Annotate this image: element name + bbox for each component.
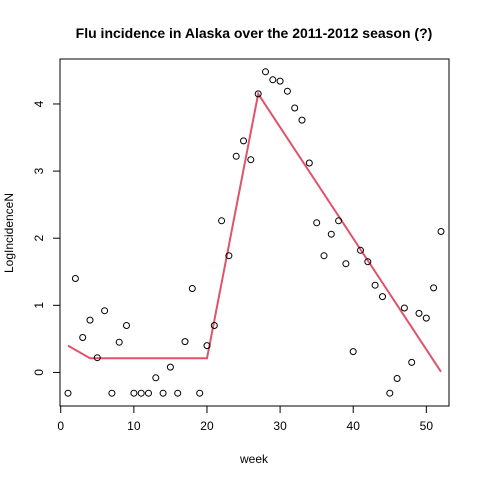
data-point bbox=[422, 314, 430, 322]
data-point bbox=[415, 309, 423, 317]
x-tick-label: 30 bbox=[273, 419, 287, 433]
data-point bbox=[247, 156, 255, 164]
data-point bbox=[430, 284, 438, 292]
data-point bbox=[86, 316, 94, 324]
data-point bbox=[320, 252, 328, 260]
y-tick-label: 2 bbox=[32, 235, 46, 242]
data-point bbox=[232, 152, 240, 160]
data-point bbox=[218, 217, 226, 225]
data-point bbox=[174, 389, 182, 397]
data-point bbox=[240, 137, 247, 145]
data-point bbox=[371, 281, 379, 289]
x-tick-label: 40 bbox=[347, 419, 361, 433]
fit-line bbox=[67, 91, 442, 373]
data-point bbox=[159, 389, 167, 397]
data-point bbox=[327, 230, 335, 238]
data-point bbox=[188, 285, 196, 292]
y-axis-label: LogIncidenceN bbox=[2, 193, 16, 273]
data-point bbox=[335, 217, 343, 225]
data-point bbox=[379, 293, 386, 301]
y-tick-label: 3 bbox=[32, 167, 46, 174]
data-point bbox=[393, 375, 401, 382]
data-point bbox=[64, 389, 72, 397]
y-tick-label: 1 bbox=[32, 302, 46, 309]
data-point bbox=[145, 389, 152, 397]
data-point bbox=[108, 389, 116, 397]
data-point bbox=[342, 260, 350, 268]
data-point bbox=[79, 334, 87, 341]
data-point bbox=[210, 322, 218, 329]
data-points bbox=[64, 68, 445, 397]
data-point bbox=[93, 354, 101, 362]
y-axis: 0 1 2 3 4 bbox=[32, 100, 61, 376]
x-axis: 0 10 20 30 40 50 bbox=[57, 405, 434, 433]
data-point bbox=[181, 338, 189, 346]
data-point bbox=[357, 246, 364, 254]
data-point bbox=[298, 116, 306, 124]
data-point bbox=[254, 90, 262, 98]
data-point bbox=[101, 307, 109, 315]
data-point bbox=[291, 104, 299, 112]
data-point bbox=[152, 374, 160, 382]
data-point bbox=[196, 389, 204, 397]
data-point bbox=[269, 76, 277, 84]
y-tick-label: 0 bbox=[32, 369, 46, 376]
data-point bbox=[276, 77, 284, 85]
y-tick-label: 4 bbox=[32, 100, 46, 107]
data-point bbox=[305, 159, 313, 167]
data-point bbox=[203, 342, 211, 350]
data-point bbox=[123, 322, 130, 329]
data-point bbox=[349, 348, 357, 356]
data-point bbox=[137, 389, 145, 397]
data-point bbox=[166, 363, 174, 371]
x-tick-label: 10 bbox=[127, 419, 141, 433]
x-tick-label: 0 bbox=[57, 419, 64, 433]
data-point bbox=[364, 258, 372, 266]
chart-title: Flu incidence in Alaska over the 2011-20… bbox=[76, 25, 433, 41]
x-axis-label: week bbox=[239, 452, 269, 466]
data-point bbox=[408, 358, 416, 366]
data-point bbox=[437, 228, 445, 235]
data-point bbox=[313, 219, 321, 227]
data-point bbox=[386, 389, 394, 397]
data-point bbox=[283, 87, 291, 95]
data-point bbox=[400, 304, 408, 312]
data-point bbox=[225, 252, 233, 260]
data-point bbox=[71, 275, 79, 282]
x-tick-label: 20 bbox=[200, 419, 214, 433]
x-tick-label: 50 bbox=[420, 419, 434, 433]
data-point bbox=[130, 389, 138, 397]
data-point bbox=[262, 68, 269, 76]
data-point bbox=[115, 338, 123, 346]
